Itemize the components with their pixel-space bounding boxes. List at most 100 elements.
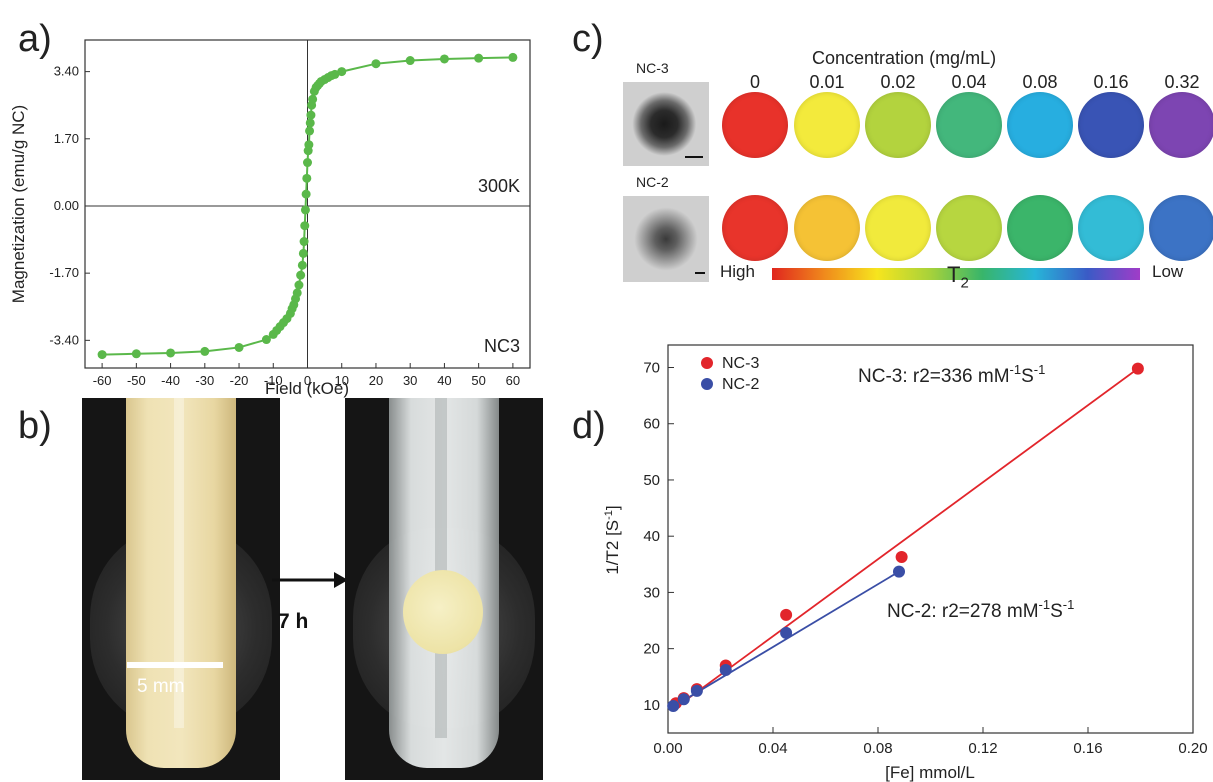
tube-after-highlight	[435, 398, 447, 738]
y-tick-label: 70	[643, 359, 660, 376]
data-point	[301, 189, 311, 199]
scale-bar	[127, 662, 223, 668]
mri-phantom	[1007, 92, 1073, 158]
nc2-relaxivity-unit: S	[1050, 601, 1063, 622]
y-axis-label-main: 1/T2 [S	[603, 520, 622, 575]
y-axis-label: Magnetization (emu/g NC)	[9, 105, 28, 303]
legend-label-nc3: NC-3	[722, 355, 759, 372]
mri-phantom	[794, 92, 860, 158]
data-point-nc-2	[780, 626, 793, 639]
x-tick-label: 0.12	[968, 740, 997, 757]
x-tick-label: 0.08	[863, 740, 892, 757]
data-point	[439, 54, 449, 64]
data-point	[303, 158, 312, 168]
x-tick-label: 0.04	[758, 740, 787, 757]
data-point	[300, 205, 310, 215]
nc2-relaxivity-annotation: NC-2: r2=278 mM-1S-1	[887, 597, 1074, 622]
mri-phantom	[1078, 195, 1144, 261]
data-point	[305, 118, 315, 128]
data-point	[292, 288, 302, 298]
data-point	[97, 350, 107, 360]
data-point-nc-2	[719, 664, 732, 677]
x-axis-label: [Fe] mmol/L	[885, 763, 975, 782]
y-tick-label: -1.70	[49, 265, 79, 280]
legend-marker-nc3	[701, 357, 713, 369]
data-point	[305, 126, 315, 136]
x-axis-label: Field (kOe)	[265, 379, 349, 398]
nc2-relaxivity-sup2: -1	[1063, 597, 1075, 612]
panel-label-d: d)	[572, 405, 606, 447]
concentration-label: 0.32	[1164, 72, 1200, 92]
nc3-relaxivity-annotation: NC-3: r2=336 mM-1S-1	[858, 362, 1045, 387]
data-point-nc-3	[1131, 362, 1144, 375]
x-tick-label: -20	[230, 373, 249, 388]
x-tick-label: -40	[161, 373, 180, 388]
nc3-relaxivity-unit: S	[1021, 366, 1034, 387]
y-tick-label: 30	[643, 584, 660, 601]
fit-line-nc-3	[672, 367, 1139, 711]
mri-phantom	[1007, 195, 1073, 261]
tem-image-nc2	[623, 196, 709, 282]
sample-label-nc2: NC-2	[636, 174, 669, 190]
data-point	[308, 94, 318, 104]
plot-frame	[667, 344, 1194, 734]
data-point	[294, 280, 304, 290]
x-tick-label: 0.20	[1178, 740, 1207, 757]
time-arrow	[272, 572, 348, 588]
y-tick-label: 40	[643, 528, 660, 545]
data-point	[405, 56, 415, 66]
tem-nanocluster	[623, 196, 709, 282]
mri-phantom	[865, 195, 931, 261]
data-point-nc-2	[893, 565, 905, 578]
data-point-nc-2	[690, 684, 703, 697]
concentration-label: 0.04	[951, 72, 987, 92]
nc3-relaxivity-text: NC-3: r2=336 mM	[858, 366, 1010, 387]
data-point	[166, 348, 176, 358]
data-point	[337, 67, 347, 77]
data-point	[200, 346, 210, 356]
mri-phantom	[936, 195, 1002, 261]
x-tick-label: -30	[195, 373, 214, 388]
data-point	[306, 110, 316, 120]
concentration-title: Concentration (mg/mL)	[812, 48, 997, 68]
colorbar-label: T2	[947, 262, 969, 291]
data-point	[300, 221, 310, 231]
y-tick-label: -3.40	[49, 332, 79, 347]
data-point	[371, 59, 381, 69]
data-point	[298, 248, 308, 258]
y-axis-label-sup: -1	[603, 510, 615, 520]
data-point-nc-3	[780, 608, 793, 621]
mri-phantom	[794, 195, 860, 261]
colorbar-label-main: T	[947, 262, 961, 287]
colorbar-low-label: Low	[1152, 262, 1184, 281]
nc2-relaxivity-text: NC-2: r2=278 mM	[887, 601, 1039, 622]
data-point	[131, 349, 141, 359]
x-tick-label: -50	[127, 373, 146, 388]
x-tick-label: 0	[304, 373, 311, 388]
y-tick-label: 0.00	[54, 198, 79, 213]
concentration-label: 0.01	[809, 72, 845, 92]
data-point	[304, 140, 314, 150]
scale-bar-label: 5 mm	[137, 676, 185, 697]
nc3-relaxivity-sup: -1	[1010, 362, 1022, 377]
data-point	[261, 335, 271, 345]
y-tick-label: 50	[643, 472, 660, 489]
temperature-annotation: 300K	[478, 176, 520, 196]
x-tick-label: 60	[506, 373, 520, 388]
nc3-relaxivity-sup2: -1	[1034, 362, 1046, 377]
mri-phantom	[722, 92, 788, 158]
data-point	[302, 173, 312, 183]
concentration-label: 0.08	[1022, 72, 1058, 92]
data-point	[474, 53, 484, 63]
tem-image-nc3	[623, 82, 709, 166]
tem-scale-bar	[685, 156, 703, 158]
panel-label-a: a)	[18, 18, 52, 60]
y-tick-label: 20	[643, 641, 660, 658]
tem-nanocluster	[623, 82, 709, 166]
colorbar-label-sub: 2	[960, 274, 969, 292]
tube-photo-before: 5 mm	[82, 398, 280, 780]
mri-phantom	[865, 92, 931, 158]
magnetization-chart: -60 -50 -40 -30 -20 -10 0 10 20 30 40 50 60 -3.40 -1.7…	[9, 39, 531, 398]
y-tick-label: 1.70	[54, 131, 79, 146]
mri-phantom	[722, 195, 788, 261]
